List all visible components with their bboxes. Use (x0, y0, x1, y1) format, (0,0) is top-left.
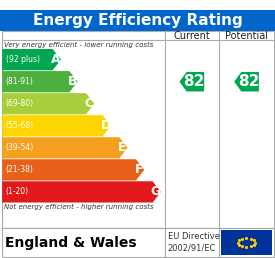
Bar (2, 228, 274, 257)
Text: (69-80): (69-80) (6, 99, 34, 108)
Text: Potential: Potential (225, 31, 268, 41)
Text: (39-54): (39-54) (6, 143, 34, 152)
Bar (2, 31, 274, 228)
Text: C: C (85, 97, 94, 110)
Polygon shape (2, 159, 144, 181)
Text: England & Wales: England & Wales (5, 236, 137, 249)
Text: G: G (151, 186, 161, 198)
Polygon shape (2, 93, 94, 114)
Text: A: A (51, 53, 61, 66)
Polygon shape (2, 137, 128, 158)
Text: Current: Current (174, 31, 210, 41)
Polygon shape (2, 181, 161, 203)
Text: (1-20): (1-20) (6, 187, 29, 196)
Text: F: F (135, 163, 144, 176)
Text: B: B (68, 75, 78, 88)
Text: Very energy efficient - lower running costs: Very energy efficient - lower running co… (4, 42, 153, 48)
Text: Not energy efficient - higher running costs: Not energy efficient - higher running co… (4, 204, 153, 210)
Bar (221, 230, 272, 255)
Text: (92 plus): (92 plus) (6, 55, 40, 64)
Text: 82: 82 (183, 74, 204, 89)
Text: (81-91): (81-91) (6, 77, 33, 86)
Polygon shape (234, 72, 259, 92)
Text: E: E (118, 141, 127, 154)
Polygon shape (2, 71, 78, 92)
Text: Energy Efficiency Rating: Energy Efficiency Rating (33, 13, 242, 28)
Text: D: D (101, 119, 111, 132)
Text: (21-38): (21-38) (6, 165, 33, 174)
Text: EU Directive
2002/91/EC: EU Directive 2002/91/EC (168, 232, 220, 253)
Polygon shape (2, 49, 61, 70)
Text: (55-68): (55-68) (6, 121, 34, 130)
Bar (0, 10, 275, 31)
Text: 82: 82 (238, 74, 259, 89)
Polygon shape (2, 115, 111, 136)
Polygon shape (179, 72, 204, 92)
